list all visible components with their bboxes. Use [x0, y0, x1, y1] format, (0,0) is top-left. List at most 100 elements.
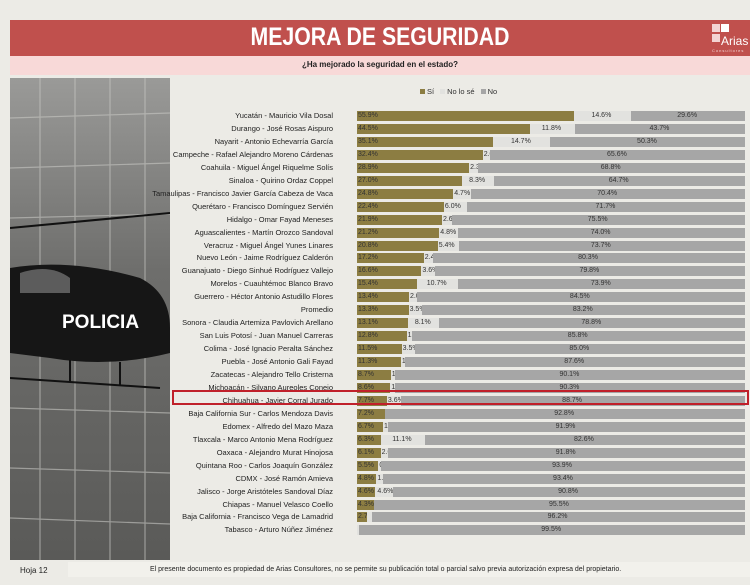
- police-helicopter-photo: POLICIA: [10, 78, 170, 560]
- row-label: Michoacán - Silvano Aureoles Conejo: [208, 382, 333, 392]
- data-label: 93.4%: [553, 474, 573, 482]
- data-label: 6.3%: [358, 435, 374, 443]
- row-label: Baja California - Francisco Vega de Lama…: [182, 512, 333, 522]
- bar-segment-no-lo-se: [386, 395, 401, 406]
- row-label: Coahuila - Miguel Ángel Riquelme Solís: [200, 162, 333, 172]
- data-label: 4.8%: [440, 228, 457, 236]
- data-label: 93.9%: [552, 461, 572, 469]
- legend-item: Sí: [420, 87, 434, 96]
- data-label: 50.3%: [637, 137, 657, 145]
- data-label: 85.0%: [569, 345, 590, 353]
- legend-label: No lo sé: [447, 87, 475, 96]
- data-label: 8.7%: [358, 371, 374, 378]
- data-label: 15.4%: [358, 280, 378, 288]
- data-label: 24.8%: [358, 189, 378, 197]
- bar-segment-no-lo-se: [437, 240, 459, 251]
- legend-label: Sí: [427, 87, 435, 96]
- row-label: Campeche - Rafael Alejandro Moreno Cárde…: [172, 149, 333, 159]
- bar-segment-si: [357, 253, 424, 264]
- bar-segment-si: [357, 382, 391, 393]
- bar-segment-no-lo-se: [357, 525, 359, 536]
- bar-segment-no-lo-se: [416, 279, 459, 290]
- bar-segment-si: [357, 331, 407, 342]
- data-label: 4.6%: [358, 487, 374, 495]
- bar-segment-si: [357, 408, 385, 419]
- chart-title: ¿Ha mejorado la seguridad en el estado?: [301, 60, 459, 69]
- data-label: 11.5%: [358, 345, 378, 353]
- legend-item: No: [480, 87, 497, 96]
- bar-segment-no: [371, 512, 745, 523]
- row-label: Tamaulipas - Francisco Javier García Cab…: [152, 188, 333, 198]
- data-label: 64.7%: [608, 176, 629, 184]
- bar-segment-no-lo-se: [421, 266, 436, 277]
- data-label: 73.9%: [590, 280, 611, 288]
- data-label: 22.4%: [358, 202, 378, 210]
- data-label: 27.0%: [358, 176, 378, 184]
- data-label: 80.3%: [578, 254, 598, 262]
- data-label: 16.6%: [358, 267, 378, 275]
- bar-segment-no: [405, 357, 745, 368]
- bar-segment-si: [357, 395, 387, 406]
- bar-segment-no: [493, 175, 745, 186]
- data-label: 84.5%: [569, 293, 590, 301]
- bar-segment-no: [392, 486, 745, 497]
- data-label: 2.7%: [358, 513, 374, 521]
- bar-segment-si: [357, 499, 374, 510]
- bar-segment-no: [422, 305, 745, 316]
- bar-segment-no: [374, 499, 745, 510]
- data-label: 7.2%: [358, 409, 374, 417]
- data-label: 32.4%: [358, 150, 378, 158]
- page-number: Hoja 12: [20, 566, 48, 575]
- bar-segment-no-lo-se: [373, 499, 375, 510]
- data-label: 21.9%: [358, 215, 378, 223]
- page-title: MEJORA DE SEGURIDAD: [250, 23, 510, 51]
- data-label: 83.2%: [572, 306, 593, 314]
- data-label: 92.8%: [554, 409, 575, 417]
- chart-legend: Sí No lo sé No: [420, 87, 497, 96]
- data-label: 75.5%: [587, 215, 608, 223]
- row-label: Promedio: [300, 305, 333, 315]
- row-label: Nuevo León - Jaime Rodríguez Calderón: [196, 253, 333, 263]
- bar-segment-si: [357, 460, 379, 471]
- bar-segment-no: [458, 240, 745, 251]
- data-label: 13.3%: [358, 306, 378, 314]
- bar-segment-no: [471, 188, 745, 199]
- data-label: 95.5%: [548, 500, 569, 508]
- arias-logo: Arias Consultores: [710, 23, 748, 53]
- bar-segment-no: [358, 525, 745, 536]
- data-label: 7.7%: [358, 396, 374, 404]
- bar-segment-no-lo-se: [469, 162, 479, 173]
- bar-segment-si: [357, 227, 440, 238]
- bar-segment-no-lo-se: [443, 201, 468, 212]
- data-label: 71.7%: [595, 202, 616, 210]
- row-label: Tabasco - Arturo Núñez Jiménez: [224, 525, 333, 535]
- data-label: 14.7%: [510, 137, 531, 145]
- bar-segment-no: [384, 408, 745, 419]
- bar-segment-no: [382, 473, 745, 484]
- data-label: 8.6%: [358, 383, 374, 391]
- bar-segment-si: [357, 136, 494, 147]
- bar-segment-no-lo-se: [406, 331, 413, 342]
- bar-segment-no: [490, 149, 745, 160]
- data-label: 70.4%: [597, 189, 618, 197]
- bar-segment-si: [357, 292, 409, 303]
- bar-segment-no: [395, 370, 745, 380]
- bar-segment-no-lo-se: [400, 357, 406, 368]
- bar-segment-no-lo-se: [367, 512, 372, 523]
- data-label: 2.4%: [425, 253, 441, 263]
- data-label: 3.5%: [402, 345, 419, 353]
- bar-segment-no: [415, 344, 745, 355]
- bar-segment-no-lo-se: [375, 473, 383, 484]
- row-label: Morelos - Cuauhtémoc Blanco Bravo: [210, 279, 333, 289]
- bar-segment-si: [357, 486, 375, 497]
- data-label: 21.2%: [358, 228, 378, 236]
- data-label: 44.5%: [358, 124, 378, 132]
- data-label: 28.9%: [358, 163, 378, 171]
- data-label: 73.7%: [590, 241, 611, 249]
- data-label: 14.6%: [591, 112, 612, 119]
- row-label: Tlaxcala - Marco Antonio Mena Rodríguez: [192, 434, 333, 444]
- legend-swatch: [480, 89, 486, 94]
- bar-segment-no: [435, 266, 745, 277]
- data-label: 4.7%: [454, 189, 471, 197]
